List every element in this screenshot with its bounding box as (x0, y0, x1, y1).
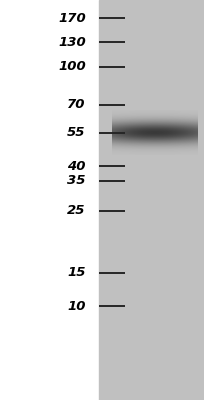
Text: 130: 130 (58, 36, 86, 48)
Text: 35: 35 (67, 174, 86, 187)
Text: 10: 10 (67, 300, 86, 312)
Text: 40: 40 (67, 160, 86, 172)
Text: 70: 70 (67, 98, 86, 111)
Text: 170: 170 (58, 12, 86, 24)
Bar (99, 0, 204, 400)
Text: 55: 55 (67, 126, 86, 139)
Text: 100: 100 (58, 60, 86, 73)
Text: 25: 25 (67, 204, 86, 217)
Text: 15: 15 (67, 266, 86, 279)
